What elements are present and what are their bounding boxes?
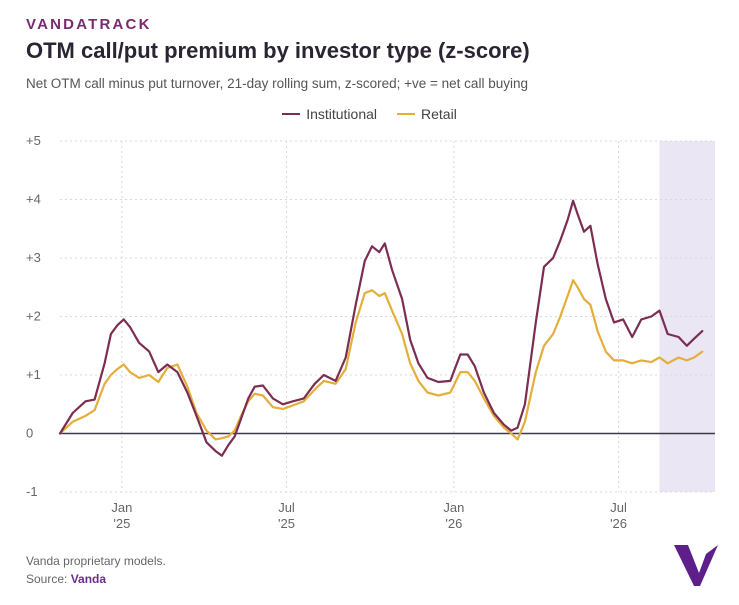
x-tick-label: Jul: [610, 500, 627, 515]
legend-item-institutional[interactable]: Institutional: [282, 106, 377, 122]
y-tick-label: +3: [26, 250, 41, 265]
legend-label-institutional: Institutional: [306, 106, 378, 122]
y-tick-label: -1: [26, 484, 38, 499]
legend-swatch-retail: [397, 113, 416, 115]
legend-label-retail: Retail: [421, 106, 457, 122]
source-line: Source: Vanda: [26, 572, 106, 586]
x-tick-year-label: '26: [610, 516, 627, 531]
legend-swatch-institutional: [282, 113, 301, 115]
legend-item-retail[interactable]: Retail: [397, 106, 457, 122]
series-line-retail: [58, 279, 704, 441]
series-line-institutional: [58, 199, 704, 457]
x-tick-label: Jan: [443, 500, 464, 515]
y-tick-label: +4: [26, 192, 41, 207]
footnote: Vanda proprietary models.: [26, 554, 166, 568]
brand-name: VANDATRACK: [26, 16, 152, 33]
x-tick-year-label: '26: [445, 516, 462, 531]
chart-subtitle: Net OTM call minus put turnover, 21-day …: [26, 76, 528, 91]
chart-title: OTM call/put premium by investor type (z…: [26, 38, 530, 63]
series-layer: [58, 199, 704, 457]
x-tick-year-label: '25: [278, 516, 295, 531]
x-tick-year-label: '25: [113, 516, 130, 531]
y-tick-label: +1: [26, 367, 41, 382]
grid-layer: [60, 140, 715, 493]
source-link[interactable]: Vanda: [70, 572, 107, 586]
y-tick-label: +2: [26, 309, 41, 324]
x-tick-label: Jul: [278, 500, 295, 515]
y-tick-label: +5: [26, 133, 41, 148]
x-tick-label: Jan: [111, 500, 132, 515]
chart-legend: Institutional Retail: [0, 106, 739, 122]
source-prefix: Source:: [26, 572, 71, 586]
vanda-v-logo-icon: [674, 545, 718, 586]
y-tick-label: 0: [26, 426, 33, 441]
